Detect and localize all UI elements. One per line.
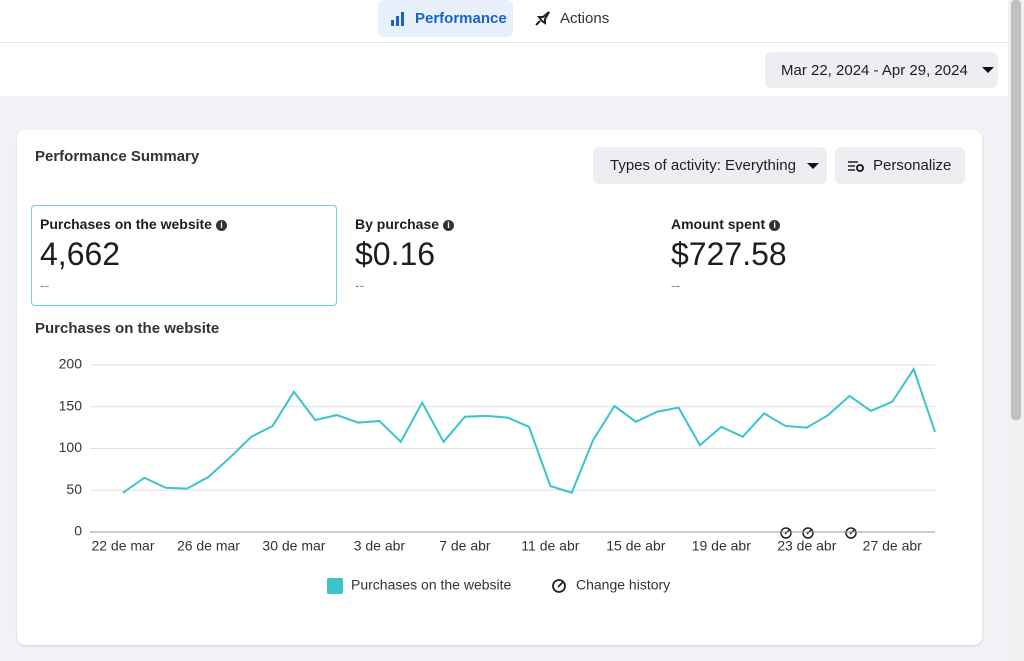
x-tick-label: 19 de abr (692, 538, 751, 554)
metric[interactable]: By purchase i $0.16 -- (355, 216, 455, 293)
y-tick-label: 100 (59, 439, 83, 455)
metric-value: $727.58 (671, 236, 787, 272)
metric-change: -- (40, 277, 50, 293)
card (17, 130, 982, 645)
chart-icon (391, 11, 404, 26)
personalize-button[interactable]: Personalize (835, 147, 965, 184)
activity-filter[interactable]: Types of activity: Everything (593, 147, 827, 184)
metric-label: Purchases on the website (40, 216, 212, 232)
change-history-markers (780, 527, 857, 539)
filter-label: Types of activity: Everything (610, 157, 796, 174)
x-tick-label: 22 de mar (91, 538, 154, 554)
metric-label: By purchase (355, 216, 440, 232)
tab-label: Actions (560, 10, 610, 27)
y-tick-label: 150 (59, 397, 83, 413)
dropdown-icon (806, 162, 819, 169)
tab-label: Performance (415, 10, 507, 27)
settings-icon (848, 160, 864, 172)
y-tick-label: 0 (74, 523, 82, 539)
tab-actions[interactable]: Actions (530, 0, 630, 37)
date-range-button[interactable]: Mar 22, 2024 - Apr 29, 2024 (765, 52, 998, 88)
separator (0, 42, 1008, 43)
dropdown-icon (981, 67, 994, 73)
metric-label: Amount spent (671, 216, 766, 232)
chart-title: Purchases on the website (35, 320, 219, 337)
y-tick-label: 50 (66, 481, 82, 497)
metric-change: -- (671, 277, 681, 293)
metric-selected[interactable]: Purchases on the website i 4,662 -- (31, 205, 337, 306)
x-tick-label: 15 de abr (606, 538, 665, 554)
metric-change: -- (355, 277, 365, 293)
line-series (122, 366, 936, 494)
scrollbar[interactable] (1008, 0, 1024, 661)
info-icon: i (215, 220, 227, 231)
legend-swatch (327, 578, 343, 594)
personalize-label: Personalize (873, 157, 952, 174)
rocket-icon (535, 10, 550, 26)
legend-label: Purchases on the website (351, 577, 512, 593)
tab-performance[interactable]: Performance (378, 0, 513, 37)
date-range: Mar 22, 2024 - Apr 29, 2024 (781, 61, 968, 79)
info-icon: i (443, 220, 455, 231)
info-icon: i (769, 220, 781, 231)
x-tick-label: 27 de abr (863, 538, 922, 554)
annotation-legend: Change history (576, 577, 670, 593)
metric[interactable]: Amount spent i $727.58 -- (671, 216, 787, 293)
x-tick-label: 30 de mar (262, 538, 325, 554)
change-history-icon (552, 579, 566, 593)
y-tick-label: 200 (59, 356, 83, 372)
x-tick-label: 23 de abr (777, 538, 836, 554)
metric-value: $0.16 (355, 236, 436, 272)
x-tick-label: 3 de abr (354, 538, 406, 554)
x-tick-label: 7 de abr (439, 538, 491, 554)
card-title: Performance Summary (35, 148, 200, 165)
x-tick-label: 26 de mar (177, 538, 240, 554)
metric-value: 4,662 (40, 236, 121, 272)
x-tick-label: 11 de abr (521, 538, 579, 554)
